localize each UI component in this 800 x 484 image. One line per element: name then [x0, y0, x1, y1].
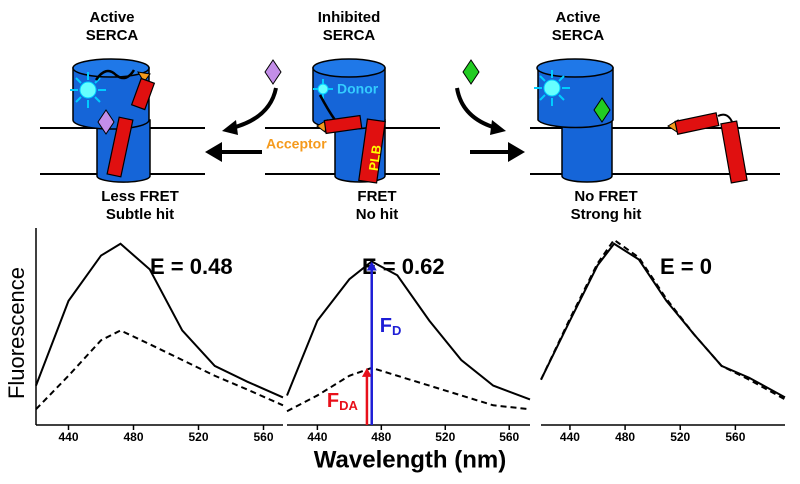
- panel-title: Inhibited: [318, 9, 381, 26]
- x-tick-label: 440: [58, 430, 78, 444]
- panel-caption: FRET: [357, 188, 396, 205]
- x-tick-label: 480: [615, 430, 635, 444]
- x-tick-label: 440: [560, 430, 580, 444]
- arrow-label-sub: DA: [339, 398, 358, 413]
- panel-caption: No hit: [356, 206, 399, 223]
- panel-caption: Less FRET: [101, 188, 179, 205]
- line-series: [35, 242, 284, 399]
- efficiency-label: E = 0.48: [150, 254, 233, 279]
- serca-left: [70, 58, 156, 183]
- panel-title: SERCA: [86, 27, 139, 44]
- serca-middle: [312, 58, 386, 184]
- x-tick-label: 520: [670, 430, 690, 444]
- donor-label: Donor: [337, 81, 379, 97]
- panel-title: Active: [89, 9, 134, 26]
- membranes: [40, 127, 780, 175]
- acceptor-label: Acceptor: [266, 136, 327, 152]
- x-tick-label: 560: [499, 430, 519, 444]
- panel-caption: Strong hit: [571, 206, 642, 223]
- panel-title: SERCA: [323, 27, 376, 44]
- plb-label: PLB: [366, 144, 384, 172]
- panel-title: SERCA: [552, 27, 605, 44]
- arrow-head: [361, 367, 372, 377]
- line-series: [540, 238, 786, 401]
- arrow-head: [366, 261, 377, 271]
- panel-caption: Subtle hit: [106, 206, 174, 223]
- x-tick-label: 480: [371, 430, 391, 444]
- efficiency-label: E = 0: [660, 254, 712, 279]
- diagram: Donor Acceptor PLB: [40, 58, 780, 184]
- x-axis-label: Wavelength (nm): [314, 446, 506, 473]
- arrow-label: FDA: [327, 390, 359, 413]
- y-axis-label: Fluorescence: [4, 267, 29, 399]
- arrow-label-main: F: [327, 390, 339, 412]
- arrow-label: FD: [380, 315, 402, 338]
- x-tick-label: 520: [435, 430, 455, 444]
- x-tick-label: 560: [725, 430, 745, 444]
- line-series: [35, 329, 284, 410]
- panel-title: Active: [555, 9, 600, 26]
- x-tick-label: 440: [307, 430, 327, 444]
- arrows: [205, 59, 525, 162]
- arrow-label-main: F: [380, 315, 392, 337]
- efficiency-label: E = 0.62: [362, 254, 445, 279]
- serca-right: [534, 58, 748, 184]
- line-series: [286, 260, 531, 401]
- arrow-label-sub: D: [392, 323, 401, 338]
- x-tick-label: 480: [123, 430, 143, 444]
- x-tick-label: 560: [253, 430, 273, 444]
- line-series: [286, 366, 531, 413]
- x-tick-label: 520: [188, 430, 208, 444]
- panel-caption: No FRET: [574, 188, 637, 205]
